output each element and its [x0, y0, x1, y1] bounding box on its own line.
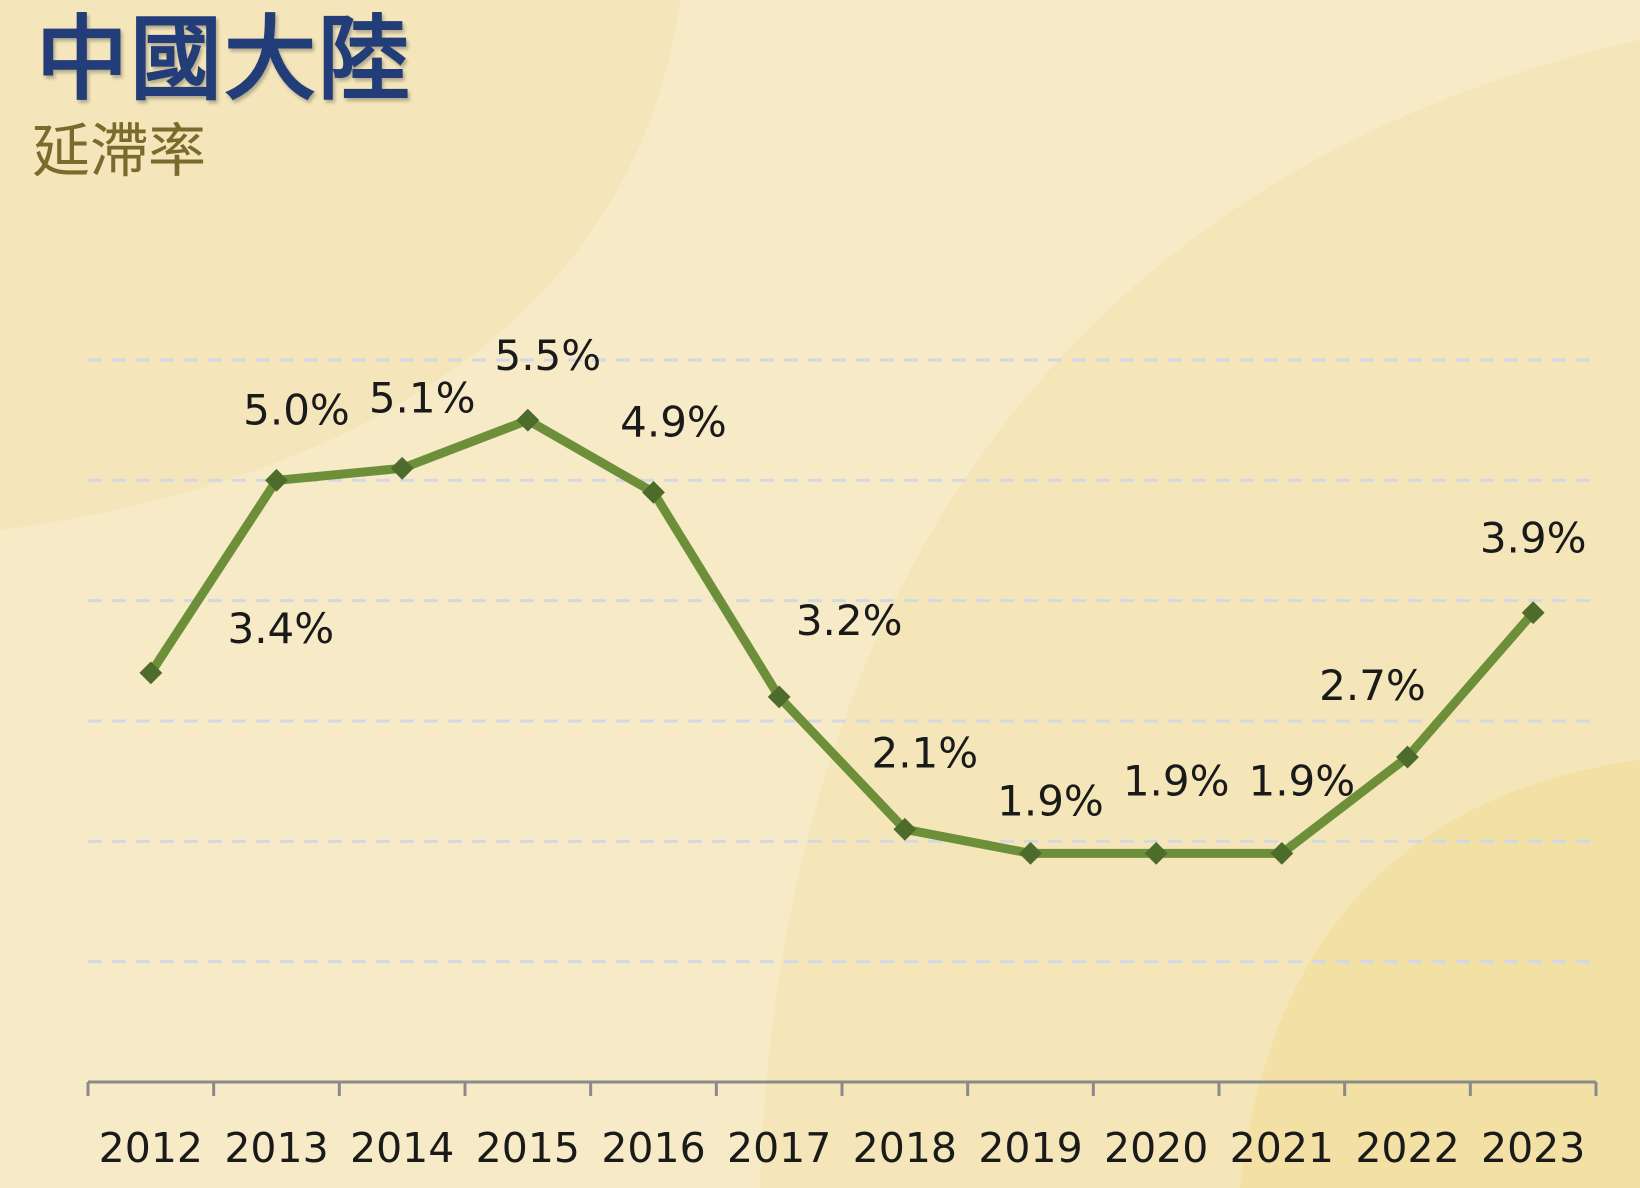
data-point-marker [767, 685, 791, 709]
data-point-marker [265, 468, 288, 492]
x-tick-label: 2020 [1104, 1124, 1208, 1172]
data-label: 2.7% [1319, 661, 1426, 710]
data-label: 2.1% [871, 728, 978, 777]
x-tick-label: 2023 [1481, 1124, 1585, 1172]
x-tick-label: 2015 [476, 1124, 580, 1172]
x-axis [86, 1080, 1598, 1096]
data-label: 4.9% [620, 397, 727, 446]
x-tick-label: 2019 [978, 1124, 1082, 1172]
series-polyline [146, 415, 1538, 858]
x-tick-labels: 2012 2013 2014 2015 2016 2017 2018 2019 2020 2021… [99, 1124, 1586, 1172]
gridlines [88, 358, 1596, 964]
data-label: 3.2% [796, 596, 903, 645]
x-tick-label: 2014 [350, 1124, 454, 1172]
x-tick-label: 2013 [224, 1124, 328, 1172]
data-point-marker [516, 408, 540, 432]
data-label: 3.9% [1480, 514, 1587, 563]
data-label: 3.4% [227, 604, 334, 653]
x-tick-label: 2022 [1355, 1124, 1459, 1172]
x-tick-label: 2016 [601, 1124, 705, 1172]
chart-subtitle: 延滯率 [32, 117, 207, 185]
data-label: 5.5% [494, 331, 601, 380]
data-label: 5.0% [243, 385, 350, 434]
x-tick-label: 2021 [1230, 1124, 1334, 1172]
data-label: 1.9% [1123, 756, 1230, 805]
page-title: 中國大陸 [36, 6, 413, 113]
data-point-marker [1019, 841, 1042, 865]
data-point-marker [1270, 841, 1294, 865]
data-point-marker [642, 480, 665, 504]
x-tick-label: 2012 [99, 1124, 203, 1172]
x-tick-label: 2017 [727, 1124, 831, 1172]
data-label: 1.9% [1248, 756, 1355, 805]
data-point-marker [1521, 601, 1545, 625]
data-point-marker [1396, 745, 1419, 769]
data-labels: 3.4% 5.0% 5.1% 5.5% 4.9% 3.2% 2.1% 1.9% 1.9% 1.9%… [227, 331, 1586, 825]
x-tick-label: 2018 [853, 1124, 957, 1172]
data-point-marker [1144, 841, 1168, 865]
data-point-marker [893, 817, 917, 841]
data-label: 5.1% [369, 373, 476, 422]
data-point-marker [390, 456, 414, 480]
series-line [146, 415, 1538, 858]
data-label: 1.9% [997, 776, 1104, 825]
data-point-marker [139, 661, 163, 685]
data-markers [139, 408, 1545, 865]
